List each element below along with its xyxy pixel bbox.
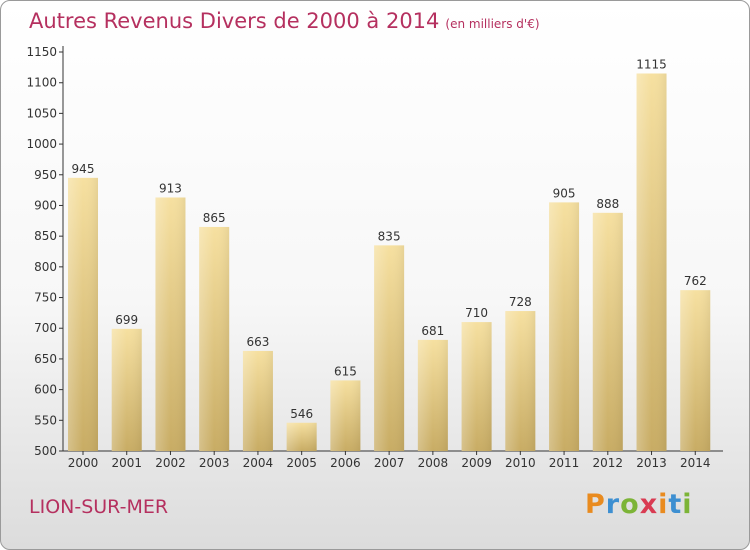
bar-value-label: 728: [509, 295, 532, 309]
y-tick-label: 1150: [26, 45, 57, 59]
x-tick-label: 2013: [636, 456, 667, 470]
bar-shade: [592, 212, 623, 451]
plot-area: 500 550 600 650 700 750 800 850 900 950 1000 1050 11…: [26, 45, 723, 470]
brand-letter: o: [620, 489, 640, 520]
brand-letter: P: [585, 489, 606, 520]
bar-shade: [549, 202, 580, 451]
brand-letter: r: [605, 489, 621, 520]
y-tick-label: 800: [34, 260, 57, 274]
brand-letter: x: [639, 489, 659, 520]
bar-shade: [286, 422, 317, 451]
bar-value-label: 888: [596, 197, 619, 211]
bar-value-label: 865: [203, 211, 226, 225]
y-tick-label: 900: [34, 198, 57, 212]
x-tick-label: 2001: [111, 456, 142, 470]
bar-shade: [417, 339, 448, 451]
y-tick-label: 650: [34, 352, 57, 366]
x-tick-label: 2003: [199, 456, 230, 470]
bar-shade: [242, 350, 273, 451]
y-tick-label: 750: [34, 291, 57, 305]
x-tick-label: 2014: [680, 456, 711, 470]
bar-value-label: 546: [290, 407, 313, 421]
y-tick-label: 550: [34, 413, 57, 427]
bar-shade: [330, 380, 361, 451]
bar-value-label: 835: [378, 229, 401, 243]
brand-letter: i: [682, 489, 693, 520]
x-tick-label: 2008: [418, 456, 449, 470]
y-tick-label: 600: [34, 383, 57, 397]
bar-value-label: 710: [465, 306, 488, 320]
bar-shade: [68, 177, 98, 452]
bar-value-label: 945: [72, 162, 95, 176]
x-tick-label: 2011: [549, 456, 580, 470]
bar-value-label: 905: [553, 186, 576, 200]
y-tick-label: 850: [34, 229, 57, 243]
bar-value-label: 615: [334, 364, 357, 378]
bar-shade: [680, 290, 711, 451]
bar-shade: [199, 226, 230, 451]
bar-shade: [374, 245, 405, 451]
title-row: Autres Revenus Divers de 2000 à 2014 (en …: [29, 9, 540, 33]
brand-letter: t: [668, 489, 683, 520]
x-tick-label: 2010: [505, 456, 536, 470]
y-tick-label: 1100: [26, 76, 57, 90]
bar-value-label: 762: [684, 274, 707, 288]
y-tick-label: 1000: [26, 137, 57, 151]
y-tick-label: 700: [34, 321, 57, 335]
bar-shade: [505, 311, 536, 451]
bar-value-label: 663: [246, 335, 269, 349]
y-tick-label: 1050: [26, 106, 57, 120]
bar-shade: [636, 73, 667, 451]
x-tick-label: 2004: [243, 456, 274, 470]
x-tick-label: 2002: [155, 456, 186, 470]
chart-title: Autres Revenus Divers de 2000 à 2014: [29, 9, 440, 33]
chart-subtitle: (en milliers d'€): [445, 17, 540, 31]
y-tick-label: 500: [34, 444, 57, 458]
x-tick-label: 2012: [593, 456, 624, 470]
bar-value-label: 681: [421, 324, 444, 338]
x-tick-label: 2006: [330, 456, 361, 470]
bar-value-label: 699: [115, 313, 138, 327]
x-tick-label: 2005: [286, 456, 317, 470]
bar-value-label: 913: [159, 181, 182, 195]
brand-letter: i: [658, 489, 669, 520]
bar-shade: [111, 328, 142, 451]
brand-logo: Proxiti: [585, 489, 693, 520]
location-label: LION-SUR-MER: [29, 496, 169, 518]
x-tick-label: 2000: [68, 456, 99, 470]
bar-shade: [461, 322, 492, 451]
y-tick-label: 950: [34, 168, 57, 182]
x-tick-label: 2009: [461, 456, 492, 470]
bar-value-label: 1115: [636, 57, 667, 71]
x-tick-label: 2007: [374, 456, 405, 470]
bar-shade: [155, 197, 186, 451]
